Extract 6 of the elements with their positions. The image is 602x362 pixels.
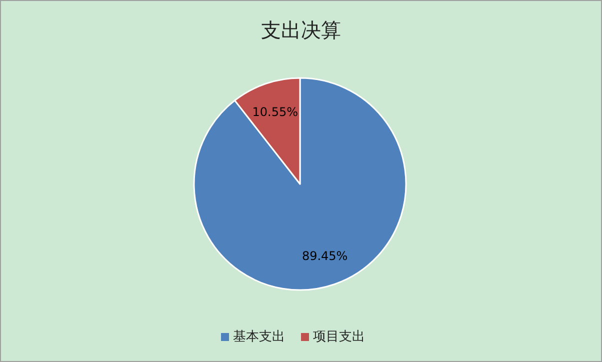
pie-slice [193, 77, 407, 291]
legend-label: 项目支出 [313, 330, 365, 344]
data-label: 89.45% [302, 249, 348, 264]
legend-label: 基本支出 [233, 330, 285, 344]
data-label: 10.55% [252, 104, 298, 119]
chart-title: 支出决算 [261, 18, 341, 42]
